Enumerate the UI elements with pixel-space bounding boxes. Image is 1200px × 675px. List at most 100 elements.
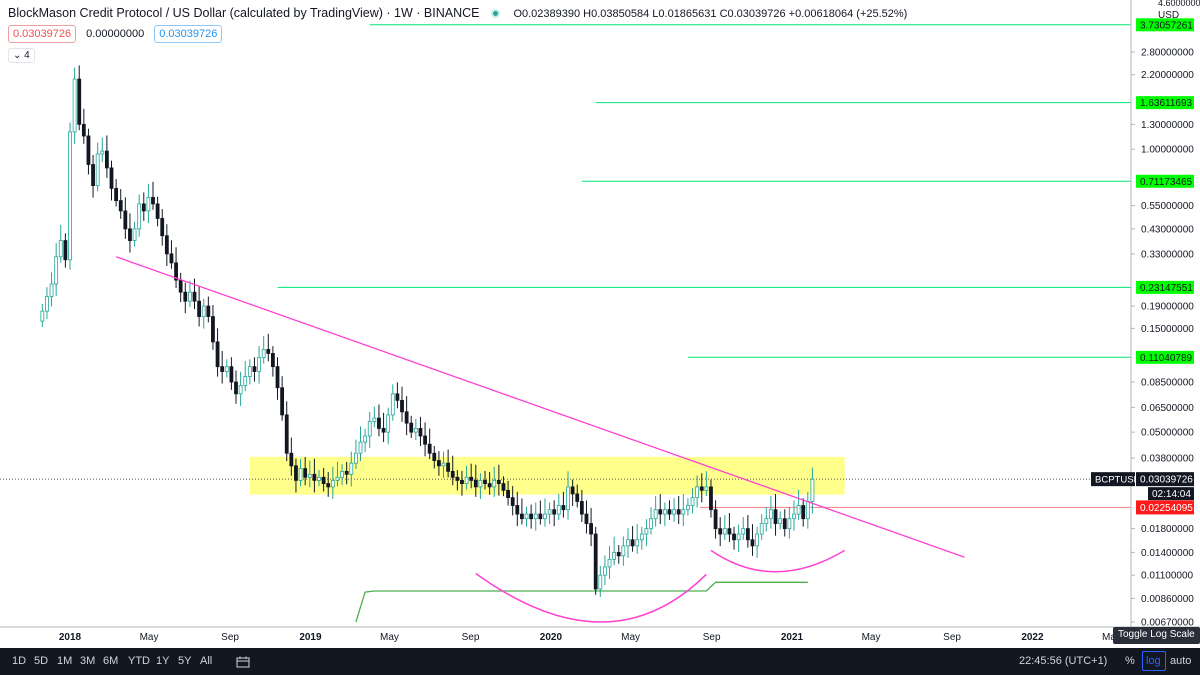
candle-body [128,228,132,241]
candle-body [644,528,649,535]
timeframe-5d[interactable]: 5D [34,655,49,667]
candle-body [598,574,603,590]
log-button-highlight [1142,651,1166,671]
candle-body [280,387,285,416]
red-price-label: 0.02254095 [1140,503,1193,514]
price-scale: 4.60000000 2.80000000 2.20000000 1.30000000… [1131,0,1200,629]
symbol-title[interactable]: BlockMason Credit Protocol / US Dollar (… [8,6,480,20]
candle-body [395,393,400,401]
candle-body [649,518,653,530]
candle-body [224,366,229,372]
chart-area[interactable]: 4.60000000 2.80000000 2.20000000 1.30000000… [0,0,1200,648]
candle-body [764,518,769,524]
candle-body [340,470,344,478]
time-tick-label: Sep [703,632,721,643]
timeframe-1m[interactable]: 1M [57,655,73,667]
candle-body [686,505,690,511]
sell-price-badge[interactable]: 0.03039726 [8,25,77,43]
candle-body [579,501,584,515]
candle-body [206,305,211,317]
candle-body [211,316,215,343]
candle-body [390,393,395,416]
candle-body [561,505,566,511]
timeframe-ytd[interactable]: YTD [128,655,150,667]
price-chart[interactable]: 4.60000000 2.80000000 2.20000000 1.30000000… [0,0,1200,648]
level-price-tag[interactable] [1136,280,1194,294]
candle-body [593,533,598,590]
candle-body [787,518,792,530]
buy-price-badge[interactable]: 0.03039726 [154,25,223,43]
candle-body [72,78,77,133]
candle-body [612,551,617,560]
level-price-tag[interactable] [1136,350,1194,364]
level-price-tag[interactable] [1136,18,1194,32]
candle-body [307,473,312,478]
auto-scale-button[interactable]: auto [1170,655,1192,667]
price-tick-label: 0.33000000 [1141,249,1194,260]
candle-body [49,283,54,297]
price-tick-label: 0.55000000 [1141,201,1194,212]
percent-scale-button[interactable]: % [1125,655,1135,667]
candle-body [727,528,732,535]
candle-body [630,539,635,547]
log-scale-button[interactable]: log [1146,655,1161,667]
ohlc-values: O0.02389390 H0.03850584 L0.01865631 C0.0… [513,8,908,20]
arc-drawing[interactable] [710,549,846,573]
time-tick-label: May [1102,632,1121,643]
symbol-tag-label: BCPTUSD [1095,475,1141,486]
candle-body [358,441,363,454]
timeframe-1d[interactable]: 1D [12,655,27,667]
indicators-collapse-button[interactable]: ⌄ 4 [8,48,35,63]
level-price-tag[interactable] [1136,174,1194,188]
time-tick-label: Sep [221,632,239,643]
level-price-tag[interactable] [1136,96,1194,110]
candle-body [745,528,750,541]
candle-body [626,539,630,547]
indicator-line [355,581,808,623]
price-tick-label: 0.43000000 [1141,224,1194,235]
candle-body [303,468,308,478]
timeframe-6m[interactable]: 6M [103,655,119,667]
candle-body [621,545,626,557]
candle-body [118,200,123,212]
support-zone-rect[interactable] [249,456,845,495]
timeframe-3m[interactable]: 3M [80,655,96,667]
candle-body [584,513,589,524]
candle-body [289,452,294,467]
candle-body [330,479,335,488]
candle-body [672,509,676,515]
timeframe-5y[interactable]: 5Y [178,655,192,667]
price-tick-label: 1.00000000 [1141,145,1194,156]
market-status-icon [490,9,500,18]
price-tick-top: 4.60000000 [1158,0,1200,8]
candle-body [146,197,151,212]
candle-body [349,462,354,475]
price-tick-label: 0.01400000 [1141,548,1194,559]
candle-body [487,483,492,488]
current-price-tag [1136,472,1194,487]
time-tick-label: May [140,632,159,643]
candle-body [63,240,68,261]
calendar-range-icon[interactable] [236,656,250,668]
arc-drawing[interactable] [475,572,707,623]
candle-body [547,509,552,515]
support-zone [0,456,1131,508]
clock-time[interactable]: 22:45:56 (UTC+1) [1019,655,1108,667]
candle-body [506,489,510,499]
candle-body [257,357,261,372]
candle-body [681,509,686,515]
candle-body [418,428,423,437]
candle-body [294,465,298,481]
time-tick-label: 2021 [781,632,804,643]
trendline[interactable] [115,256,965,558]
candle-body [732,533,736,541]
candle-body [441,462,446,467]
candle-body [722,528,727,535]
time-tick-label: Sep [462,632,480,643]
candle-body [312,473,317,481]
timeframe-all[interactable]: All [200,655,213,667]
timeframe-1y[interactable]: 1Y [156,655,170,667]
price-tick-label: 0.00860000 [1141,594,1194,605]
candle-body [386,414,391,433]
time-tick-label: May [380,632,399,643]
